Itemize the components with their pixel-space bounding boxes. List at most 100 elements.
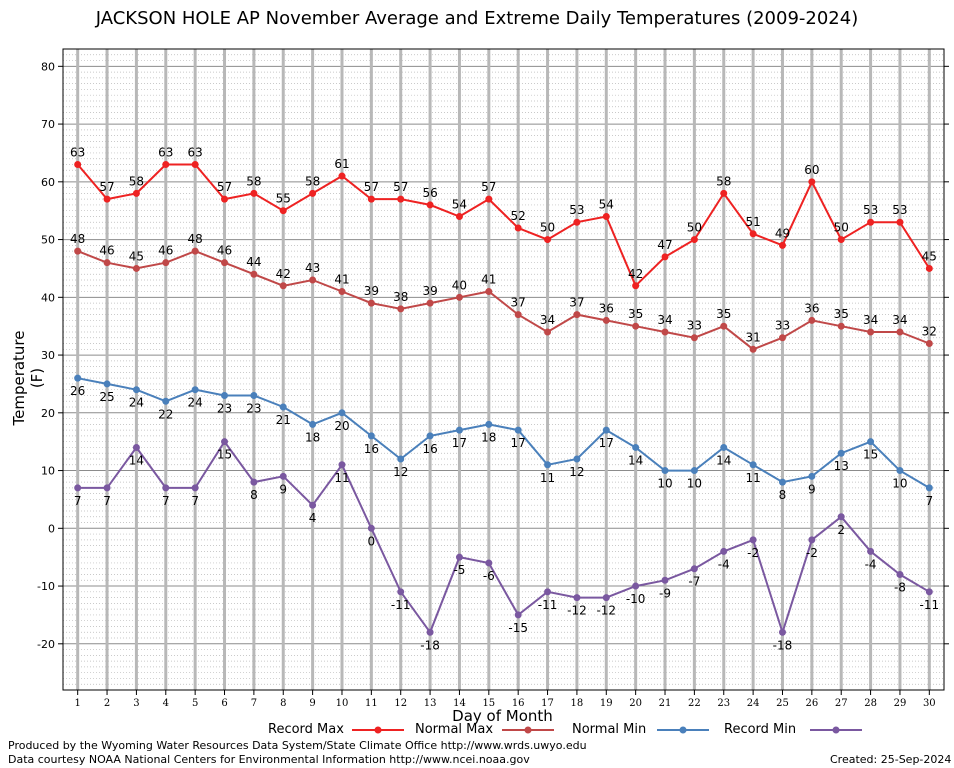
x-tick-label: 24 [747, 698, 760, 709]
data-label: 11 [745, 471, 760, 485]
data-point [455, 293, 463, 301]
data-point [602, 426, 610, 434]
data-label: 41 [481, 273, 496, 287]
data-label: 36 [599, 301, 614, 315]
x-tick-label: 10 [336, 698, 349, 709]
x-tick-label: 2 [104, 698, 110, 709]
data-label: 14 [628, 453, 643, 467]
x-tick-label: 22 [688, 698, 701, 709]
data-point [279, 207, 287, 215]
y-tick-label: 20 [41, 407, 55, 420]
data-label: 55 [276, 192, 291, 206]
data-label: -8 [894, 581, 906, 595]
data-label: 8 [250, 488, 258, 502]
data-point [250, 478, 258, 486]
data-point [602, 212, 610, 220]
data-point [632, 582, 640, 590]
data-point [132, 189, 140, 197]
data-point [250, 189, 258, 197]
footer-created: Created: 25-Sep-2024 [830, 753, 952, 766]
data-label: 7 [103, 494, 111, 508]
data-point [397, 305, 405, 313]
data-point [485, 288, 493, 296]
data-label: 34 [863, 313, 878, 327]
data-point [632, 282, 640, 290]
data-point [690, 334, 698, 342]
x-tick-label: 29 [894, 698, 907, 709]
data-label: -2 [806, 546, 818, 560]
data-label: 12 [569, 465, 584, 479]
x-tick-label: 20 [629, 698, 642, 709]
data-point [661, 328, 669, 336]
data-point [808, 316, 816, 324]
x-tick-label: 17 [541, 698, 554, 709]
data-label: 53 [892, 203, 907, 217]
data-point [720, 189, 728, 197]
data-label: 43 [305, 261, 320, 275]
data-label: -7 [688, 575, 700, 589]
data-point [632, 443, 640, 451]
data-point [573, 455, 581, 463]
data-point [455, 426, 463, 434]
series-line [76, 163, 931, 288]
chart-title: JACKSON HOLE AP November Average and Ext… [95, 8, 859, 29]
data-point [778, 241, 786, 249]
x-tick-label: 12 [394, 698, 407, 709]
data-label: -5 [453, 563, 465, 577]
data-label: 58 [716, 174, 731, 188]
footer-produced-by: Produced by the Wyoming Water Resources … [8, 739, 587, 752]
x-tick-label: 30 [923, 698, 936, 709]
data-label: 13 [834, 459, 849, 473]
y-axis-label: Temperature (F) [10, 330, 46, 426]
data-label: 31 [745, 330, 760, 344]
data-label: 50 [834, 221, 849, 235]
data-label: -6 [483, 569, 495, 583]
y-tick-label: -20 [37, 638, 55, 651]
data-point [925, 588, 933, 596]
data-point [514, 224, 522, 232]
y-tick-label: 70 [41, 118, 55, 131]
data-label: 50 [687, 221, 702, 235]
data-point [338, 409, 346, 417]
data-point [749, 230, 757, 238]
data-point [896, 571, 904, 579]
data-point [397, 588, 405, 596]
data-label: 46 [158, 244, 173, 258]
data-label: 33 [775, 319, 790, 333]
data-label: 10 [892, 477, 907, 491]
data-point [661, 253, 669, 261]
data-label: 49 [775, 226, 790, 240]
data-point [485, 559, 493, 567]
data-label: -18 [773, 638, 793, 652]
x-tick-label: 11 [365, 698, 378, 709]
data-point [896, 328, 904, 336]
data-point [367, 524, 375, 532]
x-tick-label: 16 [512, 698, 525, 709]
data-point [367, 299, 375, 307]
data-label: -2 [747, 546, 759, 560]
data-label: 50 [540, 221, 555, 235]
data-point [162, 397, 170, 405]
data-point [74, 484, 82, 492]
legend-normal-max: Normal Max [415, 722, 494, 737]
x-tick-label: 19 [600, 698, 613, 709]
data-label: 63 [158, 145, 173, 159]
data-label: 7 [162, 494, 170, 508]
data-point [808, 178, 816, 186]
data-label: 14 [716, 453, 731, 467]
y-tick-label: 40 [41, 291, 55, 304]
x-tick-label: 25 [776, 698, 789, 709]
x-tick-label: 27 [835, 698, 848, 709]
data-label: -4 [718, 557, 730, 571]
data-label: 15 [217, 448, 232, 462]
legend-normal-min: Normal Min [572, 722, 647, 737]
data-label: 48 [188, 232, 203, 246]
data-label: 57 [364, 180, 379, 194]
data-point [367, 195, 375, 203]
data-label: 16 [364, 442, 379, 456]
data-point [103, 195, 111, 203]
data-label: 9 [279, 482, 287, 496]
data-point [544, 461, 552, 469]
data-label: 54 [452, 197, 467, 211]
